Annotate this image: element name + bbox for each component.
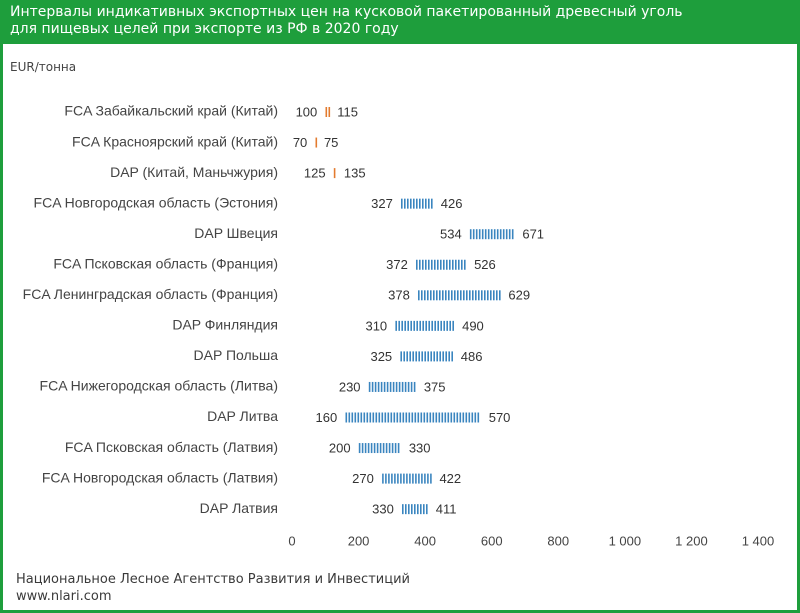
x-tick-label: 1 000 [609,533,642,548]
range-max-label: 115 [337,104,358,119]
range-bar [382,473,432,484]
category-label: DAP Швеция [194,225,278,241]
range-bar [417,290,501,301]
x-tick-label: 600 [481,533,503,548]
range-min-label: 230 [339,379,361,394]
range-bar [395,320,455,331]
footer-organization: Национальное Лесное Агентство Развития и… [16,572,410,587]
x-tick-label: 200 [348,533,370,548]
range-bar [400,198,433,209]
footer-website: www.nlari.com [16,589,112,604]
range-min-label: 327 [371,196,393,211]
category-label: FCA Красноярский край (Китай) [72,133,278,149]
range-max-label: 629 [508,288,530,303]
range-bar [415,259,466,270]
x-tick-label: 400 [414,533,436,548]
x-tick-label: 1 200 [675,533,708,548]
range-min-label: 200 [329,440,351,455]
range-min-label: 70 [293,135,307,150]
range-max-label: 570 [489,410,511,425]
x-tick-label: 1 400 [742,533,775,548]
x-tick-label: 800 [547,533,569,548]
category-label: FCA Нижегородская область (Литва) [40,378,278,394]
category-label: DAP Польша [194,347,279,363]
category-label: DAP Литва [207,408,278,424]
category-label: FCA Ленинградская область (Франция) [23,286,278,302]
range-min-label: 372 [386,257,408,272]
range-max-label: 486 [461,349,483,364]
range-max-label: 75 [324,135,338,150]
range-min-label: 125 [304,166,326,181]
category-label: FCA Забайкальский край (Китай) [64,103,278,119]
category-label: FCA Новгородская область (Латвия) [42,469,278,485]
range-bar [368,381,416,392]
range-min-label: 378 [388,288,410,303]
category-label: DAP Латвия [200,500,278,516]
range-max-label: 422 [439,471,461,486]
x-tick-label: 0 [288,533,295,548]
range-bar [358,443,400,454]
category-label: FCA Новгородская область (Эстония) [34,194,278,210]
range-bar [325,107,331,117]
range-bar [401,504,428,515]
range-max-label: 330 [409,440,431,455]
range-min-label: 160 [316,410,338,425]
range-bar [469,229,514,240]
range-min-label: 270 [352,471,374,486]
range-max-label: 135 [344,166,366,181]
range-max-label: 411 [436,502,457,517]
range-bar [345,412,480,423]
range-min-label: 534 [440,227,462,242]
range-max-label: 526 [474,257,496,272]
category-label: FCA Псковская область (Латвия) [65,439,278,455]
range-max-label: 671 [522,227,544,242]
header-bar: Интервалы индикативных экспортных цен на… [0,0,800,44]
range-max-label: 426 [441,196,463,211]
category-label: DAP Финляндия [172,317,278,333]
category-label: FCA Псковская область (Франция) [53,255,278,271]
chart-panel: EUR/тонна 0 200 400 600 800 1 000 1 200 1 400 FC… [3,44,797,610]
range-min-label: 330 [372,502,394,517]
range-max-label: 490 [462,318,484,333]
unit-label: EUR/тонна [10,60,77,74]
range-max-label: 375 [424,379,446,394]
range-min-label: 100 [296,104,318,119]
range-bar [400,351,454,362]
chart-title: Интервалы индикативных экспортных цен на… [10,4,683,37]
category-label: DAP (Китай, Маньчжурия) [110,164,278,180]
range-min-label: 325 [370,349,392,364]
footer: Национальное Лесное Агентство Развития и… [16,571,410,605]
range-min-label: 310 [365,318,387,333]
